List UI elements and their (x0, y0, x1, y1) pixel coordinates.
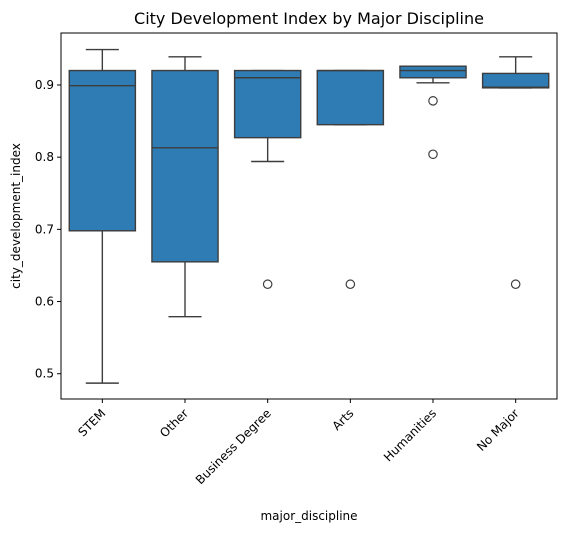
y-axis: 0.5 0.6 0.7 0.8 0.9 (35, 78, 61, 381)
box-group (151, 56, 219, 318)
x-axis-label: major_discipline (260, 509, 357, 523)
iqr-box (233, 69, 302, 139)
x-tick-label: No Major (474, 406, 522, 454)
iqr-box (151, 69, 219, 263)
y-axis-label: city_development_index (9, 143, 23, 289)
x-axis: STEM Other Business Degree Arts Humanities No… (75, 399, 522, 487)
box-group (481, 56, 550, 290)
x-tick-label: STEM (75, 406, 108, 439)
y-tick-label: 0.6 (35, 295, 54, 309)
iqr-box (399, 65, 467, 79)
x-tick-label: Other (157, 406, 191, 440)
box-group (316, 69, 385, 290)
outlier-point (262, 279, 273, 290)
box-group (399, 65, 467, 160)
box-group (68, 48, 137, 384)
plot-frame (60, 32, 558, 400)
iqr-box (316, 69, 385, 126)
plot-area (68, 48, 550, 384)
iqr-box (481, 72, 550, 89)
outlier-point (428, 96, 438, 106)
box-group (233, 69, 302, 290)
outlier-point (510, 279, 521, 290)
y-tick-label: 0.9 (35, 78, 54, 92)
iqr-box (68, 69, 137, 232)
outlier-point (345, 279, 356, 290)
chart-title: City Development Index by Major Discipli… (134, 9, 484, 28)
x-tick-label: Arts (330, 406, 357, 433)
y-tick-label: 0.5 (35, 367, 54, 381)
outlier-point (428, 149, 438, 160)
x-tick-label: Humanities (381, 406, 439, 464)
y-tick-label: 0.8 (35, 150, 54, 164)
y-tick-label: 0.7 (35, 222, 54, 236)
x-tick-label: Business Degree (193, 406, 274, 487)
